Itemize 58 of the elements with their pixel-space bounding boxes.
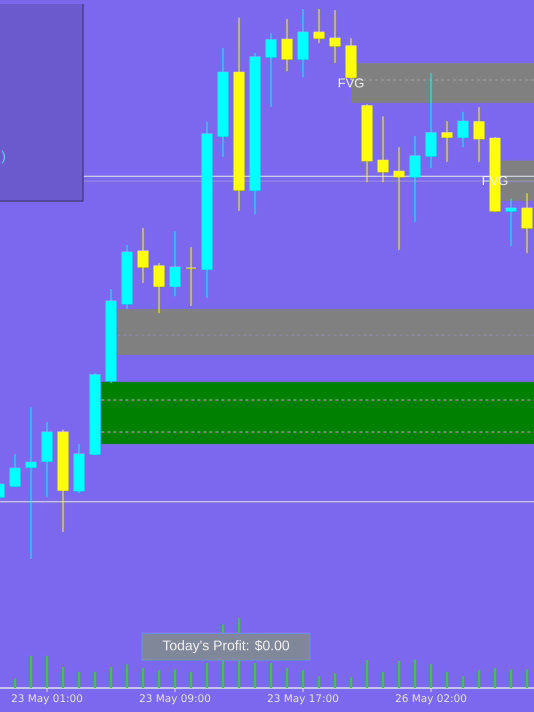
candlestick [506, 198, 517, 247]
candlestick [442, 120, 453, 162]
bar [318, 676, 320, 688]
candlestick [26, 406, 36, 560]
bar [510, 669, 512, 688]
bar [350, 676, 352, 688]
bar [302, 670, 304, 688]
annotation: ) [1, 150, 5, 164]
candlestick [458, 111, 469, 148]
bar [398, 660, 400, 688]
bar [462, 676, 464, 688]
bar [334, 673, 336, 688]
bar [62, 667, 64, 688]
bar [126, 664, 128, 688]
candlestick [314, 8, 325, 44]
candlestick [154, 262, 165, 314]
candlestick [378, 116, 389, 183]
bar [366, 660, 368, 688]
bar [286, 668, 288, 688]
candlestick [394, 146, 405, 250]
bar [382, 672, 384, 688]
bar [526, 669, 528, 688]
bar [46, 656, 48, 688]
bar [158, 670, 160, 688]
candlestick [10, 453, 20, 488]
candlestick [138, 227, 149, 284]
candlestick [186, 246, 197, 306]
bar [110, 667, 112, 688]
candlestick [426, 72, 437, 168]
x-tick-label: 23 May 17:00 [268, 694, 338, 704]
annotation: Today's Profit: $0.00 [162, 640, 290, 654]
bar [78, 672, 80, 688]
bar [30, 656, 32, 688]
x-tick-label: 26 May 02:00 [396, 694, 466, 704]
bar [14, 678, 16, 688]
candlestick [522, 192, 533, 254]
bar [190, 672, 192, 688]
candlestick [410, 136, 421, 222]
bar [94, 672, 96, 688]
band-label: FVG [482, 176, 508, 186]
candlestick [330, 10, 341, 64]
candlestick [282, 18, 293, 72]
x-tick-label: 23 May 09:00 [140, 694, 210, 704]
candlestick [266, 32, 277, 108]
bar [414, 659, 416, 688]
bar [142, 668, 144, 688]
bar [430, 664, 432, 688]
band-label: FVG [338, 78, 364, 88]
bar [270, 662, 272, 688]
bar [446, 672, 448, 688]
bar [494, 668, 496, 688]
bar [174, 669, 176, 688]
bar [478, 670, 480, 688]
bar [206, 662, 208, 688]
bar [254, 662, 256, 688]
candlestick [170, 230, 181, 297]
candlestick [474, 106, 485, 162]
x-tick-label: 23 May 01:00 [12, 694, 82, 704]
